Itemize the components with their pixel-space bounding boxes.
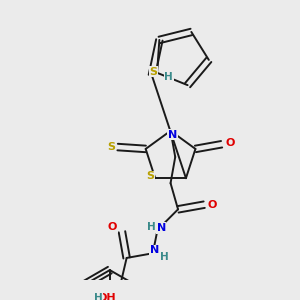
Text: H: H xyxy=(148,222,156,232)
Text: N: N xyxy=(157,223,166,233)
Text: O: O xyxy=(225,138,235,148)
Text: H: H xyxy=(164,72,173,82)
Text: H: H xyxy=(160,252,168,262)
Text: S: S xyxy=(149,67,157,77)
Text: N: N xyxy=(168,130,177,140)
Text: S: S xyxy=(107,142,115,152)
Text: OH: OH xyxy=(98,293,116,300)
Text: S: S xyxy=(146,171,154,181)
Text: O: O xyxy=(108,222,117,232)
Text: H: H xyxy=(94,293,103,300)
Text: O: O xyxy=(208,200,217,210)
Text: N: N xyxy=(150,245,159,256)
